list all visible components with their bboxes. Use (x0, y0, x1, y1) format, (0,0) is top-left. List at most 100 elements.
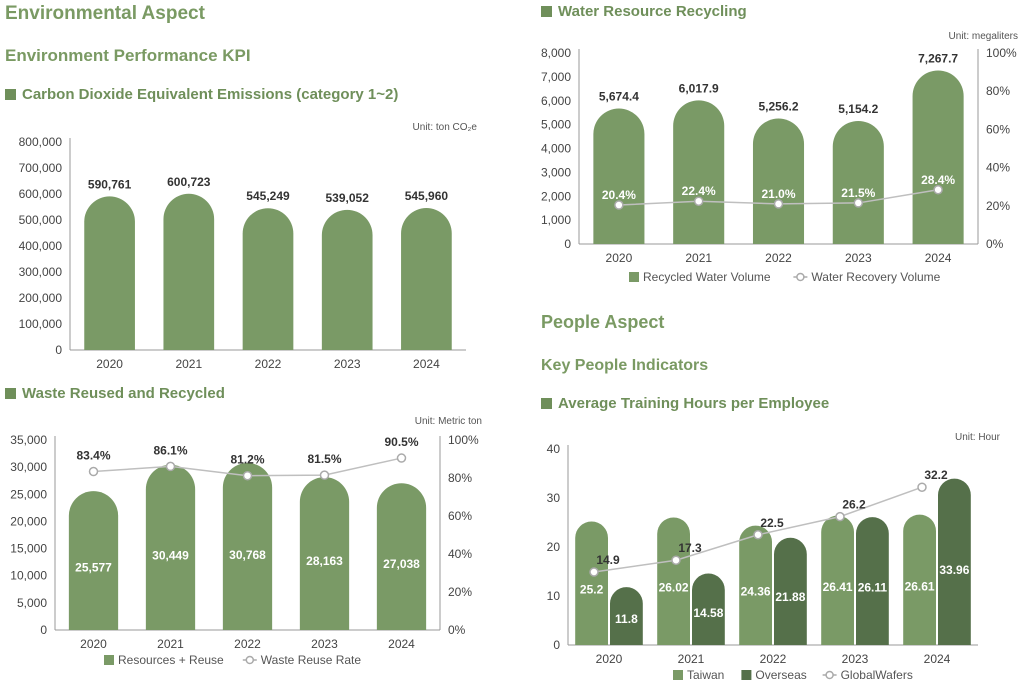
line-data-label: 21.0% (761, 187, 795, 201)
legend-marker-icon (825, 670, 834, 680)
legend-label: GlobalWafers (841, 668, 913, 682)
y-tick-label: 10 (547, 589, 561, 603)
x-tick-label: 2023 (311, 637, 338, 651)
y2-tick-label: 100% (448, 433, 479, 447)
bar-overseas (774, 537, 807, 645)
bar-taiwan (657, 517, 690, 645)
line-data-label: 26.2 (842, 498, 866, 512)
bar-overseas (610, 587, 643, 645)
unit-label: Unit: ton CO₂e (413, 122, 478, 133)
y-tick-label: 15,000 (10, 542, 47, 556)
y2-tick-label: 0% (448, 623, 466, 637)
legend-label: Water Recovery Volume (811, 270, 940, 284)
bar-data-label: 28,163 (306, 554, 343, 568)
y-tick-label: 500,000 (19, 213, 63, 227)
x-tick-label: 2021 (175, 357, 202, 371)
y-tick-label: 700,000 (19, 161, 63, 175)
water-chart-heading: Water Resource Recycling (541, 3, 747, 20)
line-data-label: 17.3 (678, 541, 702, 555)
y2-tick-label: 0% (986, 237, 1004, 251)
x-tick-label: 2023 (845, 251, 872, 265)
env-aspect-heading: Environmental Aspect (5, 3, 205, 24)
line-point (614, 200, 624, 210)
bar-taiwan (575, 521, 608, 645)
y2-tick-label: 80% (448, 471, 472, 485)
y-tick-label: 35,000 (10, 433, 47, 447)
bar-overseas (692, 573, 725, 645)
bar-overseas (938, 478, 971, 645)
bar-overseas (856, 517, 889, 645)
bar-data-label: 21.88 (775, 590, 805, 604)
line-point (933, 185, 943, 195)
line-point (165, 461, 176, 472)
bar-data-label: 26.02 (659, 581, 689, 595)
y2-tick-label: 20% (448, 585, 472, 599)
legend-label: Overseas (755, 668, 806, 682)
line-data-label: 81.5% (307, 452, 341, 466)
line-point (835, 511, 845, 522)
line-data-label: 20.4% (602, 188, 636, 202)
y2-tick-label: 40% (986, 161, 1010, 175)
y-tick-label: 8,000 (541, 46, 571, 60)
unit-label: Unit: Metric ton (415, 416, 482, 427)
square-bullet-icon (5, 89, 16, 100)
line-point (671, 555, 681, 565)
x-tick-label: 2024 (924, 652, 951, 666)
bar-data-label: 26.11 (858, 580, 888, 594)
y-tick-label: 3,000 (541, 165, 571, 179)
line-point (773, 199, 784, 209)
bar-resources-reuse (145, 464, 196, 630)
bar-taiwan (739, 525, 772, 645)
bar-data-label: 27,038 (383, 557, 420, 571)
bar-data-label: 5,154.2 (838, 102, 878, 116)
bar-data-label: 24.36 (741, 584, 771, 598)
y-tick-label: 5,000 (541, 118, 571, 132)
water-chart-title: Water Resource Recycling (558, 3, 747, 20)
x-tick-label: 2022 (234, 637, 261, 651)
waste-chart-title: Waste Reused and Recycled (22, 385, 225, 402)
y-tick-label: 0 (40, 623, 47, 637)
bar-data-label: 539,052 (326, 191, 370, 205)
line-data-label: 83.4% (76, 449, 110, 463)
bar-taiwan (903, 514, 936, 645)
bar-resources-reuse (222, 462, 273, 630)
line-data-label: 21.5% (841, 186, 875, 200)
people-aspect-heading: People Aspect (541, 312, 665, 332)
training-hours-chart: Unit: Hour 0 10 20 30 40 2020 2021 2022 2023 2024 2… (547, 432, 1001, 682)
y-tick-label: 30 (547, 491, 561, 505)
line-point (396, 453, 407, 463)
water-recycling-chart: Unit: megaliters 0 1,000 2,000 3,000 4,000 5,0… (541, 31, 1018, 284)
line-point (917, 482, 927, 492)
square-bullet-icon (541, 398, 552, 409)
bar-data-label: 14.58 (693, 606, 723, 620)
x-tick-label: 2023 (842, 652, 869, 666)
bar-data-label: 26.61 (905, 579, 935, 593)
bar-data-label: 5,256.2 (758, 100, 798, 114)
bar-data-label: 7,267.7 (918, 51, 958, 65)
co2-chart-title: Carbon Dioxide Equivalent Emissions (cat… (22, 86, 399, 103)
x-tick-label: 2024 (413, 357, 440, 371)
line-data-label: 14.9 (596, 553, 620, 567)
bar-data-label: 600,723 (167, 175, 211, 189)
line-point (589, 567, 599, 577)
bar-resources-reuse (299, 477, 350, 630)
waste-chart-heading: Waste Reused and Recycled (5, 385, 225, 402)
y-tick-label: 25,000 (10, 487, 47, 501)
legend-label: Recycled Water Volume (643, 270, 771, 284)
legend-swatch-icon (673, 670, 683, 680)
bar-data-label: 26.41 (823, 580, 853, 594)
line-point (853, 198, 864, 208)
training-chart-title: Average Training Hours per Employee (558, 395, 830, 412)
y-tick-label: 30,000 (10, 460, 47, 474)
y-tick-label: 200,000 (19, 291, 63, 305)
bar-taiwan (821, 515, 854, 645)
bar-value (321, 209, 373, 350)
line-point (88, 466, 99, 477)
bar-data-label: 5,674.4 (599, 90, 639, 104)
y-tick-label: 5,000 (17, 596, 47, 610)
x-tick-label: 2021 (678, 652, 705, 666)
bar-recycled-water-volume (593, 108, 645, 244)
bar-recycled-water-volume (673, 100, 725, 244)
bar-value (401, 208, 452, 350)
bar-data-label: 25,577 (75, 561, 112, 575)
